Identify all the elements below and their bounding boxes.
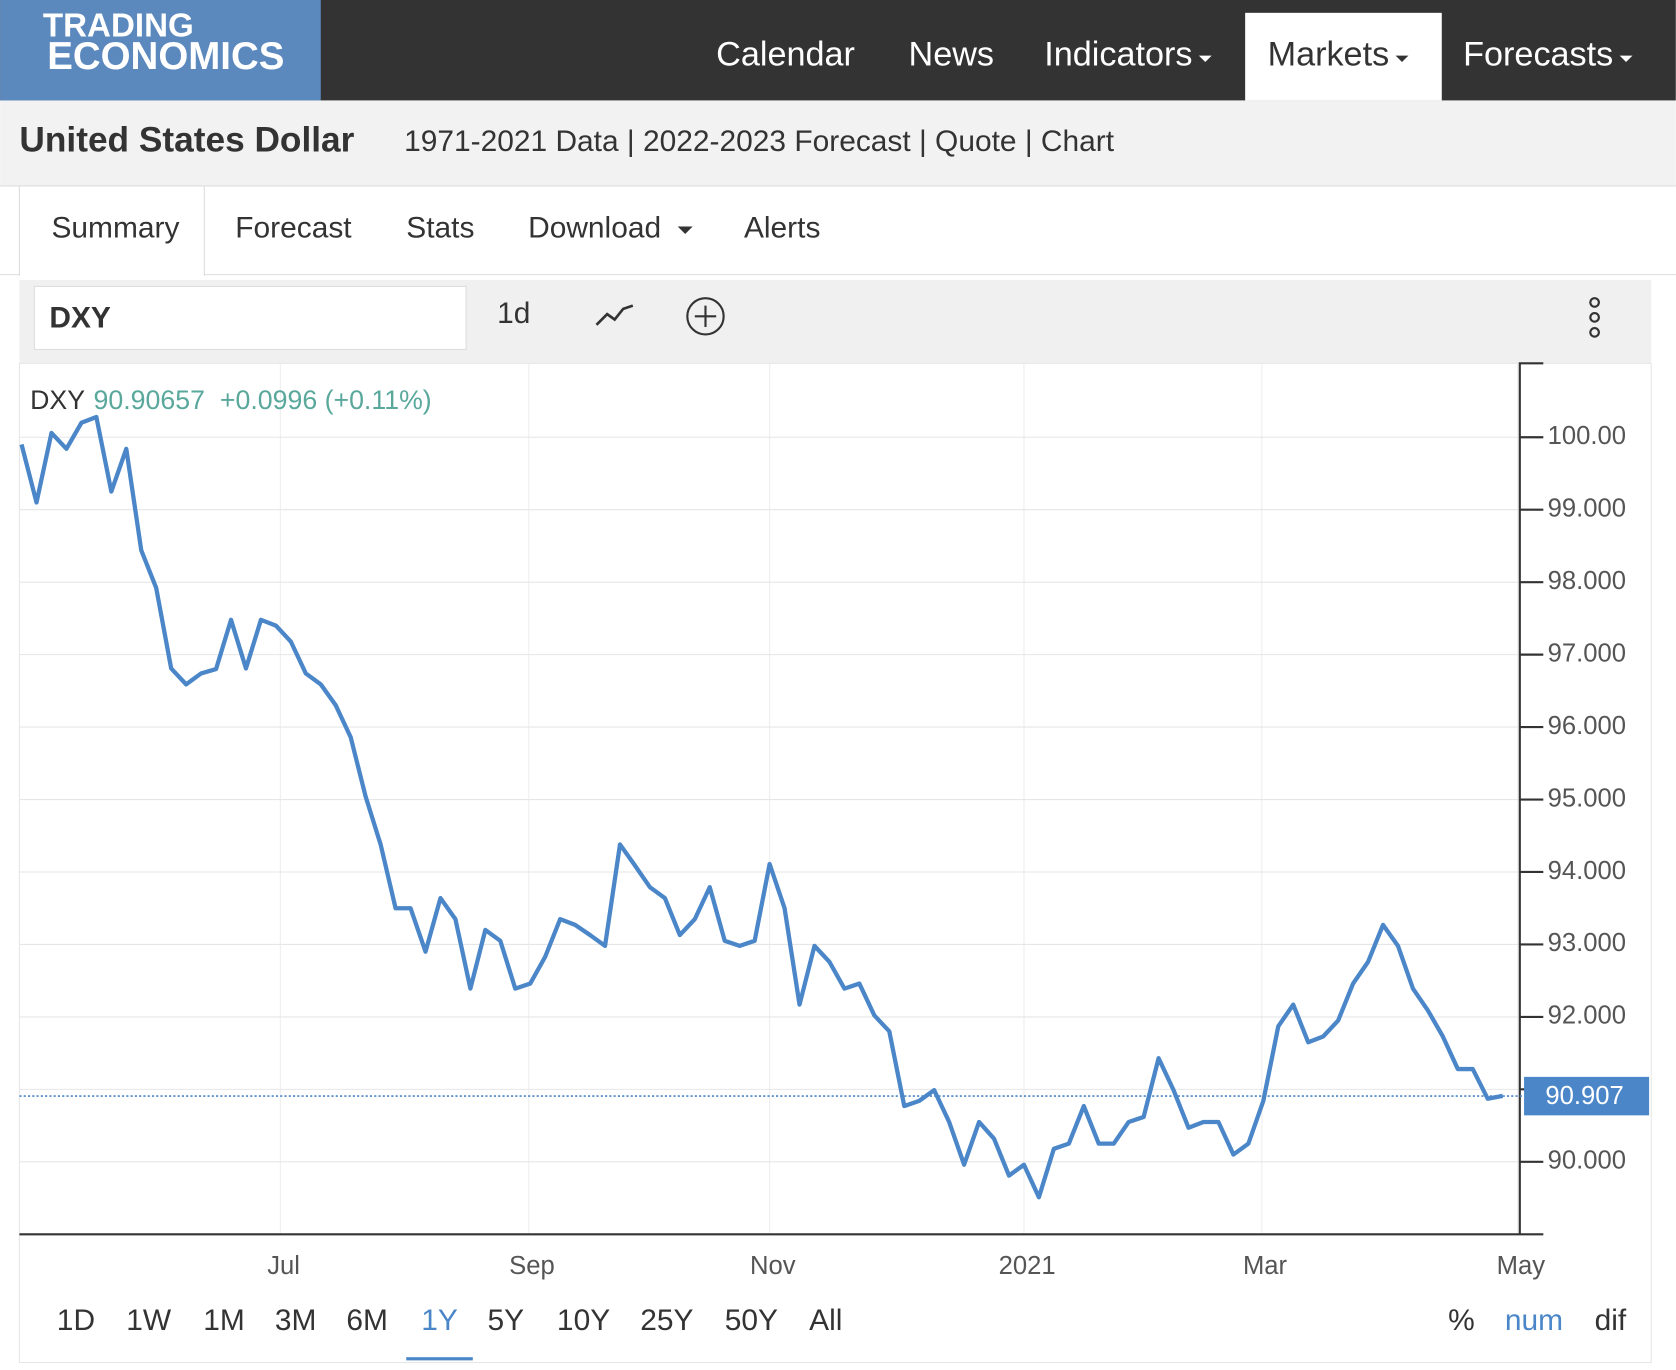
range-button[interactable]: 50Y	[725, 1304, 778, 1337]
nav-item[interactable]: Calendar	[716, 36, 855, 74]
mode-button[interactable]: %	[1448, 1304, 1475, 1337]
y-tick-label: 92.000	[1548, 1002, 1626, 1030]
caret	[1395, 55, 1409, 62]
nav-item[interactable]: Markets	[1268, 36, 1390, 74]
range-button[interactable]: 1W	[126, 1304, 172, 1337]
header-bar	[0, 100, 1676, 186]
y-axis	[1518, 362, 1544, 1235]
range-button[interactable]: All	[809, 1304, 842, 1337]
range-button[interactable]: 6M	[346, 1304, 388, 1337]
y-tick-label: 99.000	[1548, 494, 1626, 522]
y-tick-label: 97.000	[1548, 639, 1626, 667]
add-icon-plus	[694, 305, 717, 328]
tab[interactable]: Alerts	[744, 212, 820, 245]
range-button[interactable]: 5Y	[487, 1304, 524, 1337]
add-icon[interactable]	[686, 297, 725, 336]
y-tick-label: 93.000	[1548, 929, 1626, 957]
last-value-label: 90.907	[1545, 1082, 1623, 1110]
logo-text: TRADING	[43, 8, 194, 45]
price-line	[19, 414, 1504, 1200]
mode-button[interactable]: dif	[1595, 1304, 1627, 1337]
logo-text: ECONOMICS	[47, 35, 284, 78]
range-button[interactable]: 1Y	[421, 1304, 458, 1337]
x-tick-label: Nov	[750, 1252, 796, 1280]
range-button[interactable]: 1D	[57, 1304, 95, 1337]
legend-price: 90.90657	[94, 385, 205, 415]
legend-change: +0.0996 (+0.11%)	[220, 385, 432, 415]
symbol-input[interactable]	[33, 285, 467, 350]
x-tick-label: Sep	[509, 1252, 555, 1280]
x-tick-label: Jul	[267, 1252, 300, 1280]
y-tick-label: 98.000	[1548, 567, 1626, 595]
range-underline	[406, 1357, 473, 1361]
active-tab	[18, 185, 205, 276]
chart: JulSepNov2021MarMay90.00091.00092.00093.…	[19, 362, 1650, 1280]
interval[interactable]: 1d	[497, 297, 530, 330]
menu-icon[interactable]	[1589, 297, 1600, 338]
page-title: United States Dollar	[19, 120, 354, 159]
tab[interactable]: Summary	[51, 212, 179, 245]
range-button[interactable]: 3M	[275, 1304, 317, 1337]
nav-active	[1245, 12, 1442, 101]
y-tick-label: 95.000	[1548, 784, 1626, 812]
range-button[interactable]: 10Y	[557, 1304, 610, 1337]
logo-box[interactable]	[0, 0, 321, 101]
tab[interactable]: Download	[528, 212, 661, 245]
caret	[1198, 55, 1212, 62]
tab[interactable]: Forecast	[235, 212, 352, 245]
nav-item[interactable]: Forecasts	[1463, 36, 1613, 74]
x-tick-label: Mar	[1243, 1252, 1288, 1280]
symbol: DXY	[49, 301, 111, 334]
y-tick-label: 100.00	[1548, 422, 1626, 450]
y-tick-label: 90.000	[1548, 1147, 1626, 1175]
y-tick-label: 94.000	[1548, 857, 1626, 885]
range-button[interactable]: 25Y	[640, 1304, 693, 1337]
legend-name: DXY	[30, 385, 85, 415]
ui: Calendar News Indicators Markets Forecasts Su…	[51, 12, 1633, 1361]
last-value-box	[1524, 1076, 1650, 1116]
range-button[interactable]: 1M	[203, 1304, 245, 1337]
nav-item[interactable]: News	[909, 36, 995, 74]
chart-type-icon[interactable]	[595, 304, 634, 326]
caret	[1619, 55, 1633, 62]
mode-button[interactable]: num	[1505, 1304, 1563, 1337]
y-tick-label: 96.000	[1548, 712, 1626, 740]
x-tick-label: May	[1497, 1252, 1546, 1280]
x-tick-label: 2021	[999, 1252, 1056, 1280]
chart-panel	[18, 362, 1652, 1364]
nav-item[interactable]: Indicators	[1044, 36, 1192, 74]
page-subtitle: 1971-2021 Data | 2022-2023 Forecast | Qu…	[404, 125, 1115, 158]
tab[interactable]: Stats	[406, 212, 474, 245]
caret	[677, 226, 693, 235]
